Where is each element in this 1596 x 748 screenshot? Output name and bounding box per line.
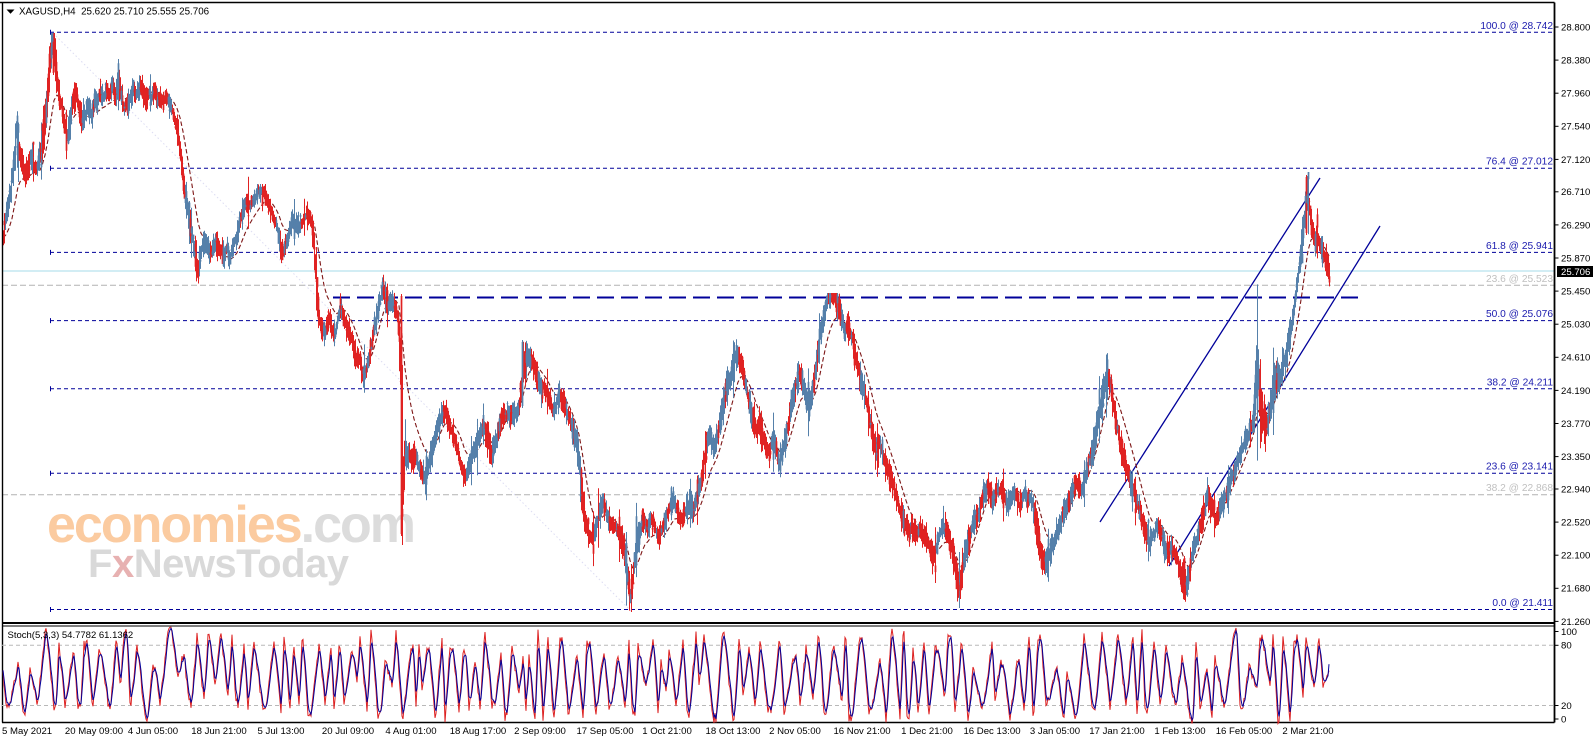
svg-text:23.6 @ 25.523: 23.6 @ 25.523 [1486,274,1553,285]
svg-text:17 Jan 21:00: 17 Jan 21:00 [1089,726,1144,737]
svg-text:17 Sep 05:00: 17 Sep 05:00 [576,726,633,737]
svg-text:16 Feb 05:00: 16 Feb 05:00 [1216,726,1273,737]
svg-text:2 Nov 05:00: 2 Nov 05:00 [769,726,821,737]
svg-text:5 May 2021: 5 May 2021 [2,726,52,737]
svg-text:18 Jun 21:00: 18 Jun 21:00 [191,726,246,737]
svg-text:16 Dec 13:00: 16 Dec 13:00 [963,726,1020,737]
svg-text:2 Mar 21:00: 2 Mar 21:00 [1282,726,1333,737]
svg-text:26.710: 26.710 [1561,187,1590,198]
svg-text:23.350: 23.350 [1561,452,1590,463]
svg-text:24.190: 24.190 [1561,386,1590,397]
svg-text:76.4 @ 27.012: 76.4 @ 27.012 [1486,157,1553,168]
svg-text:22.520: 22.520 [1561,518,1590,529]
svg-text:FxNewsToday: FxNewsToday [88,542,350,586]
svg-text:5 Jul 13:00: 5 Jul 13:00 [258,726,305,737]
svg-text:24.610: 24.610 [1561,353,1590,364]
svg-text:18 Aug 17:00: 18 Aug 17:00 [450,726,507,737]
svg-text:20: 20 [1561,701,1572,712]
svg-text:80: 80 [1561,641,1572,652]
svg-text:1 Feb 13:00: 1 Feb 13:00 [1154,726,1205,737]
svg-text:economies.com: economies.com [47,496,414,554]
svg-text:38.2 @ 22.868: 38.2 @ 22.868 [1486,483,1553,494]
svg-text:61.8 @ 25.941: 61.8 @ 25.941 [1486,241,1553,252]
svg-text:23.6 @ 23.141: 23.6 @ 23.141 [1486,462,1553,473]
svg-text:3 Jan 05:00: 3 Jan 05:00 [1030,726,1080,737]
svg-text:25.030: 25.030 [1561,320,1590,331]
svg-text:4 Jun 05:00: 4 Jun 05:00 [128,726,178,737]
svg-text:25.706: 25.706 [1561,267,1590,278]
svg-text:27.540: 27.540 [1561,122,1590,133]
svg-text:27.960: 27.960 [1561,89,1590,100]
svg-text:22.100: 22.100 [1561,551,1590,562]
svg-text:16 Nov 21:00: 16 Nov 21:00 [833,726,890,737]
svg-text:22.940: 22.940 [1561,484,1590,495]
svg-text:Stoch(5,3,3) 54.7782 61.1362: Stoch(5,3,3) 54.7782 61.1362 [8,630,134,641]
svg-text:2 Sep 09:00: 2 Sep 09:00 [514,726,566,737]
svg-text:23.770: 23.770 [1561,419,1590,430]
svg-text:27.120: 27.120 [1561,155,1590,166]
svg-text:26.290: 26.290 [1561,220,1590,231]
svg-text:21.260: 21.260 [1561,617,1590,628]
svg-text:20 Jul 09:00: 20 Jul 09:00 [322,726,374,737]
svg-text:25.450: 25.450 [1561,287,1590,298]
svg-text:18 Oct 13:00: 18 Oct 13:00 [706,726,761,737]
svg-text:XAGUSD,H4 25.620 25.710 25.55: XAGUSD,H4 25.620 25.710 25.555 25.706 [19,7,210,18]
svg-text:1 Dec 21:00: 1 Dec 21:00 [901,726,953,737]
svg-text:4 Aug 01:00: 4 Aug 01:00 [385,726,436,737]
svg-text:25.870: 25.870 [1561,253,1590,264]
svg-text:21.680: 21.680 [1561,584,1590,595]
svg-text:38.2 @ 24.211: 38.2 @ 24.211 [1487,377,1554,388]
svg-text:100: 100 [1561,627,1577,638]
svg-text:28.380: 28.380 [1561,56,1590,67]
svg-text:50.0 @ 25.076: 50.0 @ 25.076 [1486,309,1553,320]
svg-text:28.800: 28.800 [1561,22,1590,33]
svg-text:0.0 @ 21.411: 0.0 @ 21.411 [1492,598,1553,609]
svg-text:0: 0 [1561,714,1566,725]
svg-text:100.0 @ 28.742: 100.0 @ 28.742 [1480,21,1553,32]
svg-text:20 May 09:00: 20 May 09:00 [65,726,123,737]
svg-text:1 Oct 21:00: 1 Oct 21:00 [642,726,692,737]
